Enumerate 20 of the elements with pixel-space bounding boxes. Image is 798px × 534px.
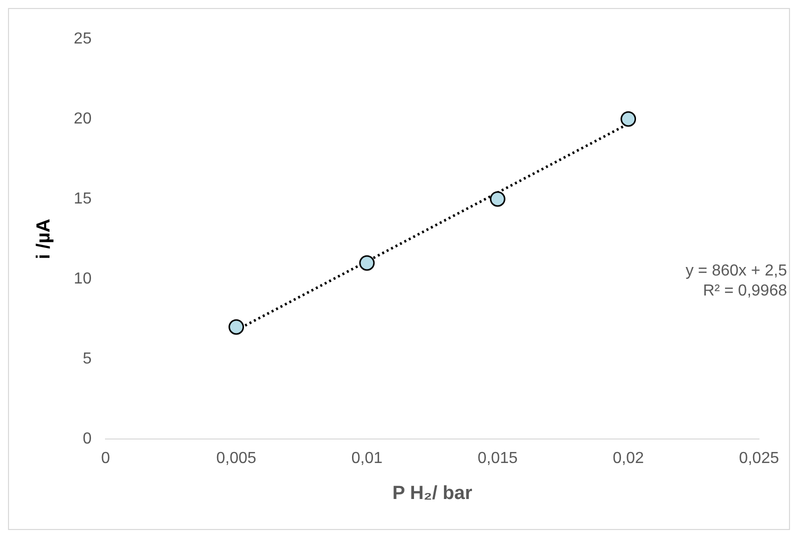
point xyxy=(620,111,636,127)
annotation: y = 860x + 2,5 xyxy=(686,262,788,280)
y-axis-title: i /µA xyxy=(34,218,55,260)
x-tick-label: 0 xyxy=(101,450,110,468)
point xyxy=(359,255,375,271)
annotation: R² = 0,9968 xyxy=(702,282,788,300)
x-axis-title: P H₂/ bar xyxy=(392,482,473,504)
point xyxy=(490,191,506,207)
y-tick-label: 15 xyxy=(74,190,92,208)
x-tick-label: 0,005 xyxy=(216,450,256,468)
y-tick-label: 25 xyxy=(74,30,92,48)
x-tick-label: 0,015 xyxy=(478,450,518,468)
y-tick-label: 20 xyxy=(74,110,92,128)
y-tick-label: 0 xyxy=(82,430,92,448)
x-tick-label: 0,01 xyxy=(351,450,383,468)
point xyxy=(228,319,244,335)
y-tick-label: 5 xyxy=(82,350,92,368)
x-tick-label: 0,025 xyxy=(738,450,780,468)
x-tick-label: 0,02 xyxy=(612,450,644,468)
y-tick-label: 10 xyxy=(74,270,92,288)
